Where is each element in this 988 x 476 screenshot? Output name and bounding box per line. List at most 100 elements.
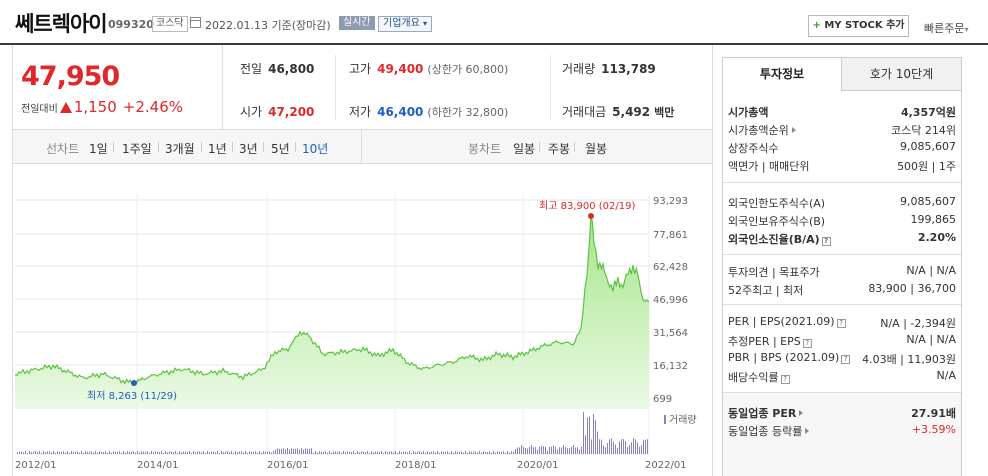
info-key[interactable]: 동일업종 등락률 xyxy=(728,423,810,439)
section-divider xyxy=(723,392,961,393)
price-chart[interactable]: 최고 83,900 (02/19) 최저 8,263 (11/29) 93,29… xyxy=(12,164,713,476)
info-key[interactable]: PBR | BPS (2021.09)? xyxy=(728,351,851,364)
tab-divider xyxy=(232,142,233,152)
volume-bar xyxy=(131,451,132,454)
company-info-dropdown[interactable]: 기업개요 ▾ xyxy=(378,16,433,32)
volume-bar xyxy=(51,452,52,454)
info-key: 외국인보유주식수(B) xyxy=(728,213,825,229)
info-value: 9,085,607 xyxy=(900,140,956,153)
volume-bar xyxy=(267,451,268,454)
volume-bar xyxy=(41,452,42,454)
tab-3m[interactable]: 3개월 xyxy=(165,142,195,156)
stat-low: 저가 46,400 (하한가 32,800) xyxy=(349,103,508,120)
help-icon[interactable]: ? xyxy=(821,237,831,246)
info-tabs: 투자정보 호가 10단계 xyxy=(723,58,961,91)
volume-bars xyxy=(17,412,648,454)
volume-bar xyxy=(233,452,234,454)
info-value: 9,085,607 xyxy=(900,195,956,208)
info-key[interactable]: 추정PER | EPS? xyxy=(728,333,812,349)
volume-bar xyxy=(423,451,424,454)
tab-3y[interactable]: 3년 xyxy=(239,142,258,156)
help-icon[interactable]: ? xyxy=(780,375,790,384)
tab-1d[interactable]: 1일 xyxy=(89,142,108,156)
volume-bar xyxy=(217,451,218,454)
tab-5y[interactable]: 5년 xyxy=(271,142,290,156)
info-key-text: 배당수익률 xyxy=(728,371,779,384)
stat-high: 고가 49,400 (상한가 60,800) xyxy=(349,60,508,77)
volume-bar xyxy=(339,451,340,454)
volume-bar xyxy=(637,442,638,454)
volume-bar xyxy=(647,439,648,454)
chevron-right-icon xyxy=(799,410,804,416)
volume-bar xyxy=(599,439,600,454)
volume-bar xyxy=(367,451,368,454)
chevron-right-icon xyxy=(805,428,810,434)
volume-bar xyxy=(501,451,502,454)
volume-bar xyxy=(187,452,188,454)
volume-bar xyxy=(183,451,184,454)
volume-bar xyxy=(547,450,548,454)
help-icon[interactable]: ? xyxy=(836,319,846,328)
stat-open: 시가 47,200 xyxy=(240,103,314,120)
volume-bar xyxy=(167,452,168,454)
volume-bar xyxy=(325,451,326,454)
volume-bar xyxy=(249,451,250,454)
volume-bar xyxy=(413,451,414,454)
volume-bar xyxy=(35,451,36,454)
stat-value: 5,492 xyxy=(612,105,651,119)
add-mystock-button[interactable]: + MY STOCK 추가 xyxy=(808,15,909,37)
volume-bar xyxy=(195,452,196,454)
quick-order-dropdown[interactable]: 빠른주문▾ xyxy=(924,20,969,36)
tab-1y[interactable]: 1년 xyxy=(208,142,227,156)
volume-bar xyxy=(231,451,232,454)
volume-bar xyxy=(565,447,566,454)
volume-bar xyxy=(607,443,608,454)
volume-bar xyxy=(365,452,366,454)
quick-order-label: 빠른주문 xyxy=(924,22,965,35)
volume-bar xyxy=(211,451,212,454)
info-key[interactable]: 외국인소진율(B/A)? xyxy=(728,231,831,247)
info-key[interactable]: 시가총액순위 xyxy=(728,122,796,138)
volume-bar xyxy=(583,412,584,454)
volume-bar xyxy=(157,451,158,454)
info-key[interactable]: 배당수익률? xyxy=(728,369,790,385)
volume-bar xyxy=(541,445,542,454)
volume-bar xyxy=(357,451,358,454)
volume-bar xyxy=(627,447,628,454)
tab-10y[interactable]: 10년 xyxy=(302,142,329,156)
tab-daily[interactable]: 일봉 xyxy=(513,142,536,156)
volume-bar xyxy=(39,451,40,454)
volume-bar xyxy=(475,451,476,454)
volume-bar xyxy=(569,448,570,454)
base-date: 2022.01.13 기준(장마감) xyxy=(205,19,331,32)
volume-bar xyxy=(151,451,152,454)
info-key[interactable]: PER | EPS(2021.09)? xyxy=(728,315,846,328)
volume-bar xyxy=(579,449,580,454)
volume-bar xyxy=(421,452,422,454)
info-key-text: 외국인한도주식수(A) xyxy=(728,197,826,210)
info-key-text: 상장주식수 xyxy=(728,142,779,155)
volume-bar xyxy=(515,449,516,454)
volume-bar xyxy=(639,446,640,454)
volume-bar xyxy=(253,451,254,454)
tab-order-book[interactable]: 호가 10단계 xyxy=(842,58,961,91)
help-icon[interactable]: ? xyxy=(802,339,812,348)
volume-bar xyxy=(415,452,416,454)
volume-bar xyxy=(193,451,194,454)
realtime-button[interactable]: 실시간 xyxy=(339,16,375,30)
volume-bar xyxy=(555,446,556,454)
volume-bar xyxy=(525,447,526,454)
tab-1w[interactable]: 1주일 xyxy=(122,142,152,156)
info-key-text: 52주최고 | 최저 xyxy=(728,284,804,297)
volume-bar xyxy=(335,451,336,454)
info-key[interactable]: 동일업종 PER xyxy=(728,405,804,421)
tab-weekly[interactable]: 주봉 xyxy=(548,142,571,156)
volume-legend-swatch xyxy=(664,415,666,424)
volume-bar xyxy=(291,448,292,454)
help-icon[interactable]: ? xyxy=(841,355,851,364)
tab-monthly[interactable]: 월봉 xyxy=(585,142,608,156)
stat-value: 46,400 xyxy=(377,105,424,119)
volume-bar xyxy=(631,442,632,454)
volume-bar xyxy=(333,451,334,454)
tab-investment-info[interactable]: 투자정보 xyxy=(723,58,842,91)
